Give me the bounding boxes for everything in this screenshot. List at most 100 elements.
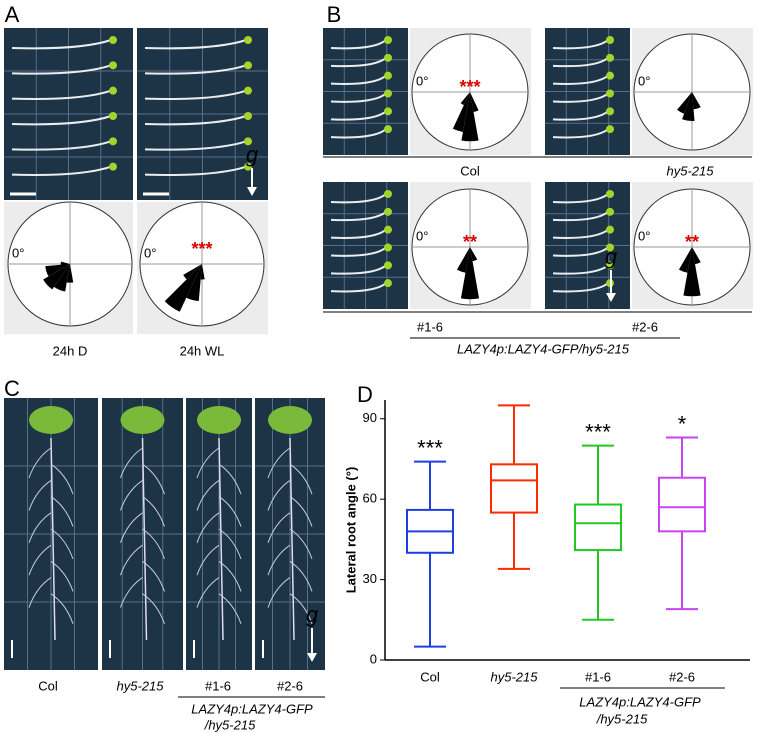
rose-wedge <box>682 92 695 122</box>
box <box>574 503 622 552</box>
seedling <box>144 115 247 126</box>
gravity-arrowhead <box>307 653 317 662</box>
lateral-root <box>289 496 313 527</box>
cotyledon <box>606 261 614 270</box>
x-tick-label: #2-6 <box>669 669 695 684</box>
rose-wedge <box>692 92 701 110</box>
panel-label: D <box>357 382 373 407</box>
cotyledon <box>384 125 392 134</box>
angle-label: 0° <box>144 245 156 260</box>
cotyledon <box>109 137 117 146</box>
rose-wedge <box>60 261 70 266</box>
y-tick-label: 60 <box>363 491 377 506</box>
rose-wedge <box>470 92 479 112</box>
panel-label: C <box>4 376 20 401</box>
lateral-root <box>289 528 313 560</box>
lateral-root <box>196 577 220 608</box>
seedling <box>144 64 247 75</box>
lateral-root <box>120 577 143 608</box>
cotyledon <box>244 86 252 95</box>
lateral-root <box>289 560 313 592</box>
cotyledon <box>244 61 252 70</box>
lateral-root <box>120 479 143 511</box>
rosette <box>268 406 312 434</box>
condition-label: 24h WL <box>180 343 225 358</box>
condition-label: 24h D <box>53 343 88 358</box>
rose-wedge <box>45 264 70 277</box>
rose-wedge <box>470 247 478 262</box>
construct-label: LAZY4p:LAZY4-GFP <box>191 701 313 716</box>
cotyledon <box>109 162 117 171</box>
seedling <box>552 92 609 103</box>
seedling <box>330 246 387 257</box>
lateral-root <box>142 593 165 624</box>
cotyledon <box>384 36 392 44</box>
lateral-root <box>196 512 220 543</box>
seedling <box>144 89 247 100</box>
seedling <box>552 264 609 275</box>
rose-wedge <box>43 264 70 290</box>
root <box>289 437 295 641</box>
genotype-label: #2-6 <box>277 678 303 693</box>
gravity-label: g <box>605 244 618 269</box>
rosette <box>120 406 165 434</box>
rose-wedge <box>677 92 692 114</box>
lateral-root <box>50 463 74 495</box>
lateral-root <box>120 512 143 543</box>
seedling <box>330 39 387 50</box>
cotyledon <box>109 112 117 120</box>
significance: *** <box>585 419 611 444</box>
rosette <box>29 406 73 434</box>
y-axis-label: Lateral root angle (°) <box>343 467 358 594</box>
rosette <box>197 406 241 434</box>
lateral-root <box>28 447 52 479</box>
rose-wedge <box>200 264 205 280</box>
seedling <box>330 92 387 103</box>
rose-wedge <box>456 247 470 273</box>
seedling <box>330 228 387 239</box>
lateral-root <box>120 544 143 576</box>
seedling <box>552 228 609 239</box>
cotyledon <box>244 137 252 146</box>
lateral-root <box>218 463 242 495</box>
cotyledon <box>606 125 614 134</box>
angle-label: 0° <box>416 228 428 243</box>
genotype-label: #1-6 <box>205 678 231 693</box>
construct-label: LAZY4p:LAZY4-GFP/hy5-215 <box>457 341 630 356</box>
root <box>141 437 148 641</box>
seedling <box>552 57 609 68</box>
rose-wedge <box>53 264 70 292</box>
angle-label: 0° <box>638 73 650 88</box>
rose-wedge <box>683 247 701 297</box>
cotyledon <box>384 225 392 234</box>
cotyledon <box>606 190 614 198</box>
cotyledon <box>384 53 392 62</box>
seedling <box>552 128 609 139</box>
y-tick-label: 0 <box>370 651 377 666</box>
seedling <box>330 282 387 293</box>
cotyledon <box>606 53 614 62</box>
gravity-arrowhead <box>606 293 616 302</box>
gravity-label: g <box>306 602 319 627</box>
seedling <box>144 140 247 151</box>
lateral-root <box>142 528 165 560</box>
lateral-root <box>289 463 313 495</box>
lateral-root <box>218 593 242 624</box>
lateral-root <box>196 447 220 479</box>
x-tick-label: #1-6 <box>585 669 611 684</box>
cotyledon <box>244 36 252 44</box>
lateral-root <box>28 512 52 543</box>
seedling <box>11 89 112 100</box>
seedling <box>552 39 609 50</box>
construct-label: LAZY4p:LAZY4-GFP <box>579 694 701 709</box>
rose-wedge <box>66 264 74 283</box>
cotyledon <box>384 71 392 80</box>
cotyledon <box>384 207 392 216</box>
lateral-root <box>28 479 52 511</box>
cotyledon <box>384 243 392 252</box>
lateral-root <box>28 577 52 608</box>
cotyledon <box>606 225 614 234</box>
angle-label: 0° <box>12 245 24 260</box>
x-tick-label: hy5-215 <box>491 669 539 684</box>
significance: * <box>678 411 687 436</box>
